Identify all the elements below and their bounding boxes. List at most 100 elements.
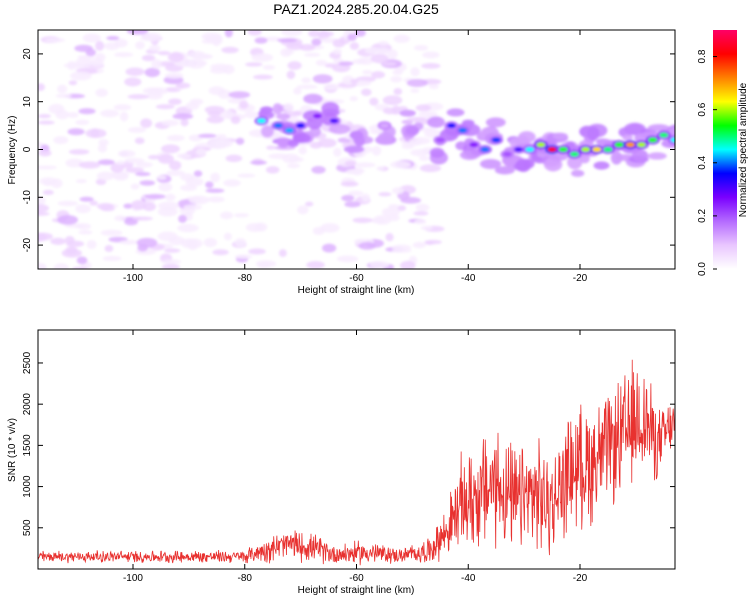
spectrogram-blob xyxy=(155,104,175,110)
spectrogram-blob xyxy=(90,128,100,138)
spectrogram-xlabel: Height of straight line (km) xyxy=(298,285,415,296)
spectrogram-blob xyxy=(354,30,366,37)
spectrogram-blob xyxy=(387,49,398,60)
spectrogram-ridge-halo xyxy=(377,132,394,145)
spectrogram-blob xyxy=(332,39,346,48)
spectrogram-blob xyxy=(378,192,392,197)
spectrogram-ridge-halo xyxy=(494,166,515,175)
spectrogram-blob xyxy=(336,255,359,263)
spectrogram-blob xyxy=(412,241,427,249)
spectrogram-blob xyxy=(95,88,108,98)
spectrogram-blob xyxy=(148,44,161,52)
spectrogram-blob xyxy=(65,240,85,248)
spectrogram-blob xyxy=(376,166,385,171)
spectrogram-blob xyxy=(165,193,176,201)
spectrogram-blob xyxy=(158,182,173,192)
spectrogram-blob xyxy=(198,133,217,138)
spectrogram-blob xyxy=(160,259,182,265)
spectrogram-blob xyxy=(234,238,247,248)
spectrogram-blob xyxy=(264,36,282,42)
spectrogram-blob xyxy=(385,233,394,242)
spectrogram-ridge-core xyxy=(435,137,445,143)
spectrogram-blob xyxy=(375,47,391,55)
spectrogram-ridge-halo xyxy=(571,169,585,177)
spectrogram-ridge-halo xyxy=(631,149,649,162)
spectrogram-blob xyxy=(224,30,233,38)
spectrogram-blob xyxy=(361,193,371,203)
spectrogram-blob xyxy=(144,67,160,78)
spectrogram-blob xyxy=(67,128,85,136)
spectrogram-ridge-core xyxy=(446,123,456,129)
spectrogram-blob xyxy=(286,70,296,80)
spectrogram-ridge-halo xyxy=(518,131,536,143)
spectrogram-blob xyxy=(100,229,123,236)
spectrogram-blob xyxy=(369,261,390,269)
spectrogram-blob xyxy=(399,260,416,269)
spectrogram-blob xyxy=(51,178,63,189)
spectrogram-ridge-halo xyxy=(427,116,445,128)
spectrogram-blob xyxy=(223,179,241,187)
spectrogram-blob xyxy=(390,76,403,83)
snr-xlabel: Height of straight line (km) xyxy=(298,585,415,596)
spectrogram-heatmap xyxy=(38,30,675,269)
spectrogram-blob xyxy=(424,128,442,138)
spectrogram-blob xyxy=(348,190,364,197)
spectrogram-blob xyxy=(311,38,322,46)
spectrogram-blob xyxy=(397,106,408,112)
colorbar-tick-label: 0.2 xyxy=(697,209,708,223)
spectrogram-blob xyxy=(167,52,185,63)
y-tick-label: 10 xyxy=(22,96,33,108)
spectrogram-blob xyxy=(304,52,321,57)
spectrogram-ridge-halo xyxy=(429,147,445,158)
spectrogram-blob xyxy=(139,180,156,186)
spectrogram-ridge-core xyxy=(569,151,579,157)
spectrogram-blob xyxy=(373,214,392,225)
spectrogram-ridge-halo xyxy=(552,132,568,140)
spectrogram-blob xyxy=(75,204,91,214)
spectrogram-blob xyxy=(333,147,342,157)
spectrogram-blob xyxy=(193,170,203,177)
spectrogram-blob xyxy=(75,119,90,125)
spectrogram-ridge-core xyxy=(407,127,417,133)
spectrogram-ridge-halo xyxy=(647,152,667,160)
spectrogram-blob xyxy=(102,256,122,261)
spectrogram-ridge-core xyxy=(670,137,675,143)
spectrogram-blob xyxy=(117,150,136,158)
spectrogram-blob xyxy=(44,37,66,43)
spectrogram-blob xyxy=(391,244,412,251)
spectrogram-blob xyxy=(130,183,140,190)
spectrogram-blob xyxy=(322,243,337,253)
spectrogram-blob xyxy=(38,211,50,216)
spectrogram-blob xyxy=(141,54,156,62)
figure-title: PAZ1.2024.285.20.04.G25 xyxy=(273,1,439,17)
spectrogram-ridge-core xyxy=(469,142,479,148)
spectrogram-blob xyxy=(82,33,101,43)
spectrogram-blob xyxy=(210,172,221,183)
spectrogram-blob xyxy=(393,87,403,96)
spectrogram-blob xyxy=(287,163,300,169)
spectrogram-blob xyxy=(207,139,229,150)
spectrogram-blob xyxy=(104,42,120,51)
spectrogram-blob xyxy=(177,223,199,233)
spectrogram-blob xyxy=(142,32,162,42)
spectrogram-blob xyxy=(57,215,79,225)
spectrogram-blob xyxy=(225,154,243,163)
y-tick-label: 2000 xyxy=(22,393,33,416)
spectrogram-blob xyxy=(428,83,439,90)
x-tick-label: -100 xyxy=(123,573,143,584)
spectrogram-blob xyxy=(283,102,294,112)
y-tick-label: -10 xyxy=(22,190,33,205)
spectrogram-blob xyxy=(397,205,407,211)
spectrogram-blob xyxy=(126,30,149,35)
spectrogram-blob xyxy=(38,120,55,125)
spectrogram-ridge-halo xyxy=(309,126,322,138)
colorbar-ticks: 0.0 0.2 0.4 0.6 0.8 xyxy=(697,49,717,276)
spectrogram-blob xyxy=(55,109,70,120)
spectrogram-ridge-core xyxy=(536,142,546,148)
spectrogram-blob xyxy=(124,157,145,164)
spectrogram-blob xyxy=(340,181,359,187)
spectrogram-blob xyxy=(244,111,259,119)
spectrogram-blob xyxy=(293,110,303,117)
spectrogram-blob xyxy=(349,96,358,102)
